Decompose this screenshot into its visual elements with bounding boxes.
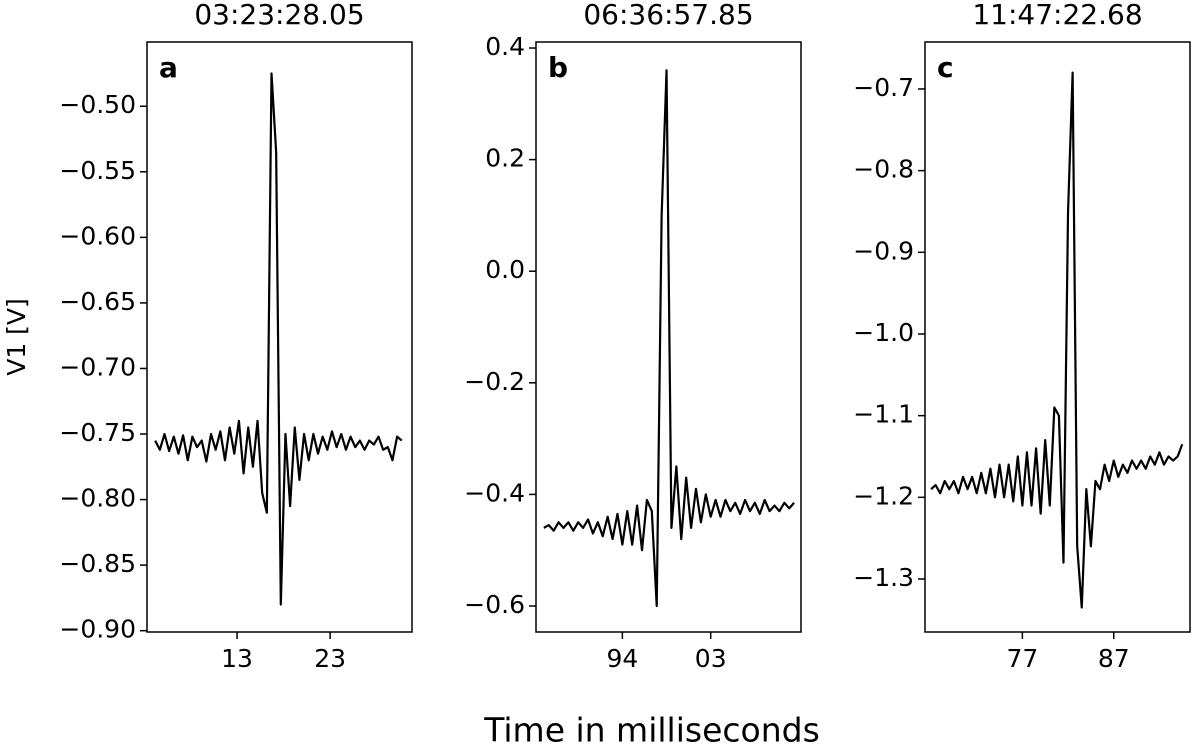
x-tick-label: 03 (695, 644, 727, 673)
y-tick-label: −0.80 (59, 484, 136, 513)
x-axis-label: Time in milliseconds (483, 711, 820, 749)
axes-frame (924, 41, 1191, 633)
y-tick-label: −1.3 (853, 563, 914, 592)
y-tick-label: −0.2 (464, 367, 525, 396)
x-tick-label: 94 (606, 644, 638, 673)
y-tick-label: 0.0 (485, 255, 525, 284)
y-tick-label: −0.7 (853, 73, 914, 102)
y-tick-label: −0.75 (59, 418, 136, 447)
y-tick-label: −1.0 (853, 318, 914, 347)
y-axis-label: V1 [V] (2, 298, 31, 376)
panel-title: 03:23:28.05 (194, 0, 364, 31)
y-tick-label: −1.2 (853, 481, 914, 510)
panel-label: a (159, 51, 178, 84)
y-tick-label: −0.8 (853, 155, 914, 184)
y-tick-label: −0.4 (464, 478, 525, 507)
y-tick-label: −0.85 (59, 549, 136, 578)
panel-title: 11:47:22.68 (972, 0, 1142, 31)
data-line (154, 72, 403, 606)
y-tick-label: 0.2 (485, 144, 525, 173)
axes-frame (535, 41, 802, 633)
x-tick-label: 87 (1098, 644, 1130, 673)
y-tick-label: −0.90 (59, 615, 136, 644)
y-tick-label: −0.9 (853, 236, 914, 265)
data-line (930, 71, 1184, 609)
x-tick-label: 13 (221, 644, 253, 673)
y-tick-label: −0.60 (59, 221, 136, 250)
x-tick-label: 23 (314, 644, 346, 673)
y-tick-label: −0.65 (59, 287, 136, 316)
panel-label: b (548, 51, 568, 84)
axes-frame (146, 41, 413, 633)
y-tick-label: −0.55 (59, 156, 136, 185)
x-tick-label: 77 (1006, 644, 1038, 673)
panel-title: 06:36:57.85 (583, 0, 753, 31)
y-tick-label: −1.1 (853, 400, 914, 429)
y-tick-label: −0.50 (59, 90, 136, 119)
y-tick-label: −0.6 (464, 590, 525, 619)
panel-label: c (937, 51, 954, 84)
data-line (543, 69, 795, 608)
y-tick-label: −0.70 (59, 352, 136, 381)
y-tick-label: 0.4 (485, 32, 525, 61)
